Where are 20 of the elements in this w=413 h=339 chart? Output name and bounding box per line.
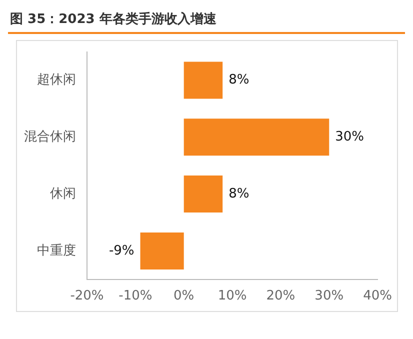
bar xyxy=(140,232,184,270)
data-label: 8% xyxy=(228,72,250,88)
data-label: 30% xyxy=(335,130,364,145)
y-tick-label: 混合休闲 xyxy=(24,130,76,145)
bar xyxy=(184,62,223,99)
x-tick-label: 10% xyxy=(218,288,247,304)
x-tick-label: 40% xyxy=(363,288,392,304)
x-tick-label: -10% xyxy=(118,288,152,304)
y-tick-label: 休闲 xyxy=(50,186,76,202)
x-tick-label: 30% xyxy=(314,288,344,304)
chart-title: 图 35：2023 年各类手游收入增速 xyxy=(9,10,218,29)
x-tick-label: -20% xyxy=(70,288,104,304)
y-tick-label: 中重度 xyxy=(37,242,76,258)
data-label: -9% xyxy=(108,243,134,258)
bar xyxy=(184,176,223,213)
data-label: 8% xyxy=(228,186,250,202)
y-tick-label: 超休闲 xyxy=(37,72,76,88)
bar xyxy=(184,118,330,156)
x-tick-label: 20% xyxy=(266,288,296,304)
x-tick-label: 0% xyxy=(174,288,194,304)
